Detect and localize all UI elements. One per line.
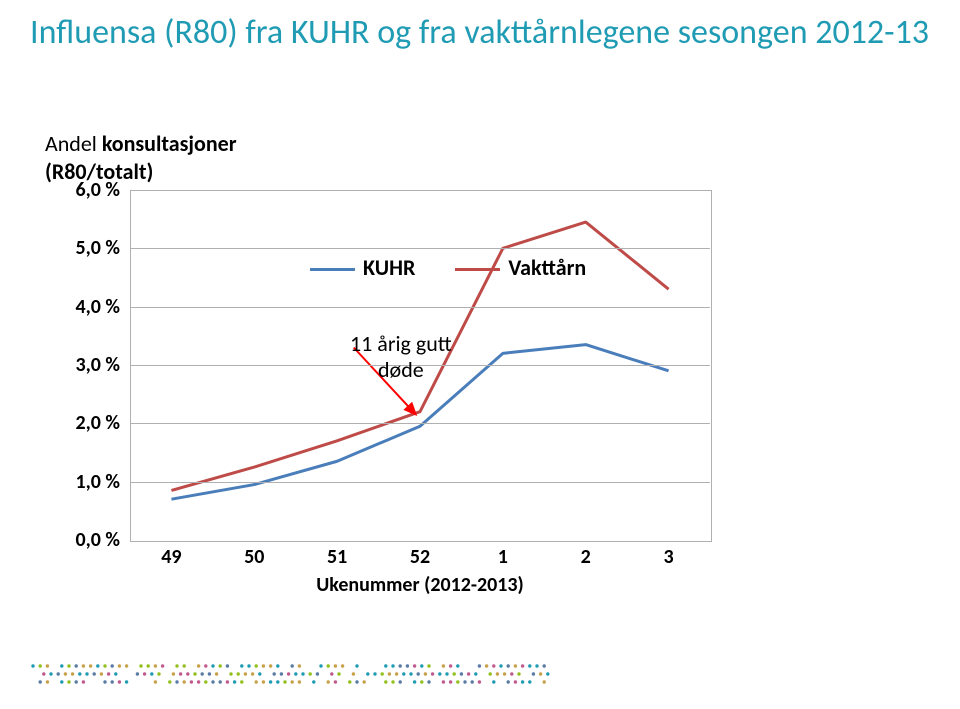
y-tick-label: 2,0 % [30,411,120,435]
legend-item: Vakttårn [455,254,586,281]
y-tick-label: 6,0 % [30,178,120,202]
legend-label: KUHR [363,254,415,281]
gridline [130,482,710,483]
x-tick-label: 3 [663,545,673,569]
legend-swatch [455,268,500,271]
y-tick-label: 3,0 % [30,353,120,377]
gridline [130,248,710,249]
x-axis-title: Ukenummer (2012-2013) [130,573,710,597]
gridline [130,423,710,424]
legend: KUHR Vakttårn [310,254,626,281]
x-tick-label: 49 [161,545,181,569]
axis-prefix: Andel [45,130,102,157]
footer-pattern [30,661,550,691]
legend-item: KUHR [310,254,415,281]
legend-swatch [310,268,355,271]
x-tick-label: 50 [244,545,264,569]
y-tick-label: 5,0 % [30,236,120,260]
chart: Ukenummer (2012-2013) 0,0 % 1,0 % 2,0 % 3,0… [30,190,730,610]
y-tick-label: 4,0 % [30,295,120,319]
y-tick-label: 1,0 % [30,470,120,494]
y-tick-label: 0,0 % [30,528,120,552]
annotation-line2: døde [378,356,424,383]
gridline [130,307,710,308]
y-axis-title: Andel konsultasjoner (R80/totalt) [45,130,237,185]
x-tick-label: 1 [498,545,508,569]
annotation-line1: 11 årig gutt [350,330,452,357]
legend-label: Vakttårn [508,254,586,281]
axis-bold: konsultasjoner [102,130,237,157]
page-title: Influensa (R80) fra KUHR og fra vakttårn… [30,12,929,55]
annotation: 11 årig gutt døde [350,331,452,384]
x-tick-label: 51 [327,545,347,569]
x-tick-label: 52 [410,545,430,569]
x-tick-label: 2 [581,545,591,569]
